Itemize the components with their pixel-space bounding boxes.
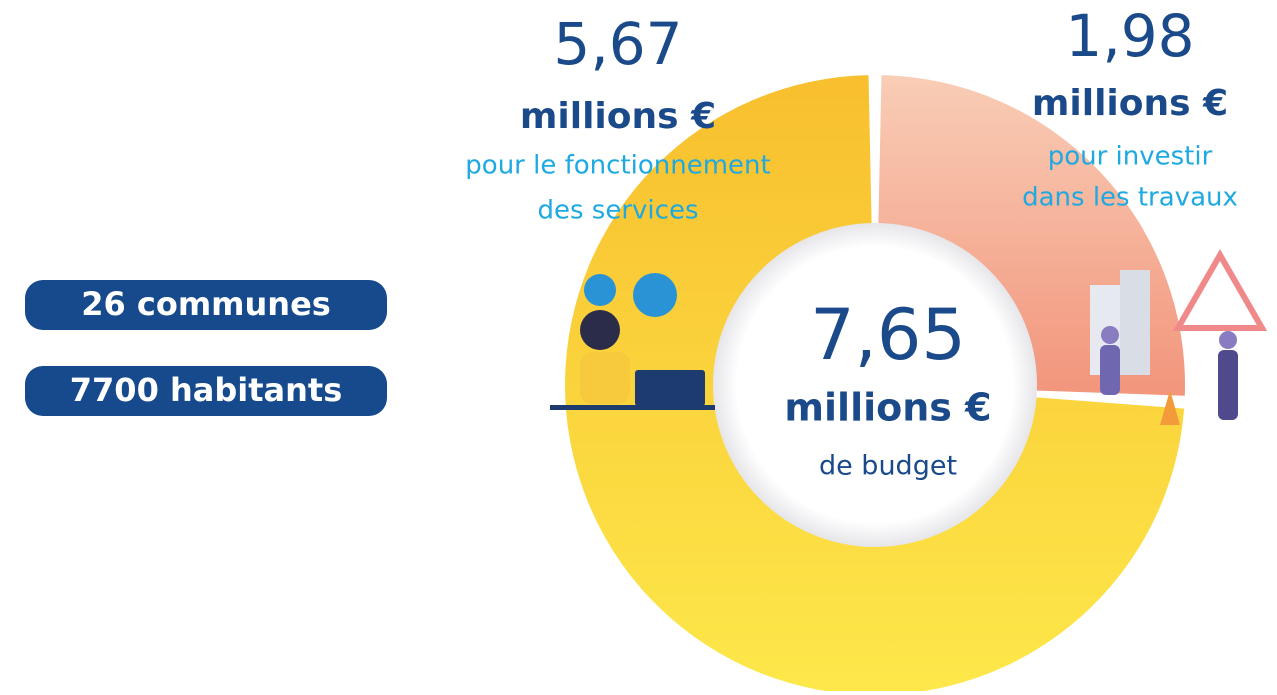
donut-segment — [565, 75, 1185, 695]
fact-label: 26 communes — [81, 285, 331, 323]
total-label: 7,65 — [810, 294, 966, 376]
category-label: pour le fonctionnement — [465, 151, 770, 181]
unit-label: millions € — [1032, 83, 1228, 124]
donut-hole — [713, 223, 1037, 547]
fact-label: 7700 habitants — [70, 371, 342, 409]
total-caption: de budget — [819, 451, 957, 482]
value-label: 5,67 — [553, 10, 682, 78]
service-illustration — [550, 273, 715, 410]
category-label: dans les travaux — [1022, 183, 1238, 213]
value-label: 1,98 — [1065, 2, 1194, 70]
fact-pill — [25, 280, 387, 330]
fact-pill — [25, 366, 387, 416]
total-unit: millions € — [784, 386, 991, 430]
unit-label: millions € — [520, 96, 716, 137]
category-label: des services — [538, 196, 699, 226]
works-illustration — [1090, 248, 1268, 425]
category-label: pour investir — [1048, 142, 1213, 172]
